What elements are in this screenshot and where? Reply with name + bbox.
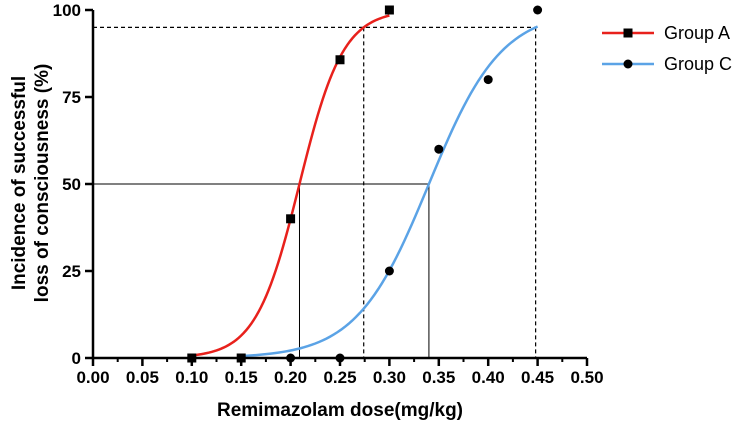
x-axis-title: Remimazolam dose(mg/kg) <box>217 400 463 421</box>
x-tick-label: 0.45 <box>521 368 554 387</box>
data-point-group-a <box>384 5 394 15</box>
legend-label-group-c: Group C <box>664 54 732 74</box>
data-point-group-a <box>187 353 197 363</box>
y-tick-label: 0 <box>72 349 81 368</box>
y-tick-label: 25 <box>62 262 81 281</box>
legend-marker-group-c <box>623 59 633 69</box>
data-point-group-a <box>335 55 345 65</box>
y-tick-label: 50 <box>62 175 81 194</box>
x-tick-label: 0.30 <box>373 368 406 387</box>
fitted-curves <box>191 14 539 358</box>
data-point-group-c <box>483 75 493 85</box>
fit-curve-group-a <box>191 14 390 357</box>
reference-lines <box>93 26 537 358</box>
legend: Group A Group C <box>602 23 732 74</box>
y-axis-title-line-1: Incidence of successful <box>9 76 30 290</box>
x-tick-label: 0.40 <box>472 368 505 387</box>
data-point-group-c <box>335 353 345 363</box>
x-tick-label: 0.25 <box>323 368 356 387</box>
data-point-group-c <box>286 353 296 363</box>
x-tick-label: 0.15 <box>225 368 258 387</box>
x-tick-label: 0.05 <box>126 368 159 387</box>
x-tick-label: 0.50 <box>570 368 603 387</box>
legend-marker-group-a <box>623 28 633 38</box>
fit-curve-group-c <box>241 25 539 358</box>
y-tick-label: 100 <box>53 1 81 20</box>
data-markers <box>187 5 543 363</box>
x-tick-label: 0.20 <box>274 368 307 387</box>
x-tick-label: 0.10 <box>175 368 208 387</box>
data-point-group-c <box>533 5 543 15</box>
data-point-group-c <box>434 144 444 154</box>
data-point-group-a <box>236 353 246 363</box>
x-tick-label: 0.00 <box>76 368 109 387</box>
data-point-group-a <box>286 214 296 224</box>
legend-label-group-a: Group A <box>664 23 730 43</box>
y-axis-title-line-2: loss of consciousness (%) <box>32 64 53 303</box>
axes: 0.00 0.05 0.10 0.15 0.20 0.25 0.30 0.35 0.40 0.45… <box>53 1 604 387</box>
data-point-group-c <box>384 266 394 276</box>
y-tick-label: 75 <box>62 88 81 107</box>
x-tick-label: 0.35 <box>422 368 455 387</box>
y-axis-title: Incidence of successful loss of consciou… <box>9 64 53 303</box>
